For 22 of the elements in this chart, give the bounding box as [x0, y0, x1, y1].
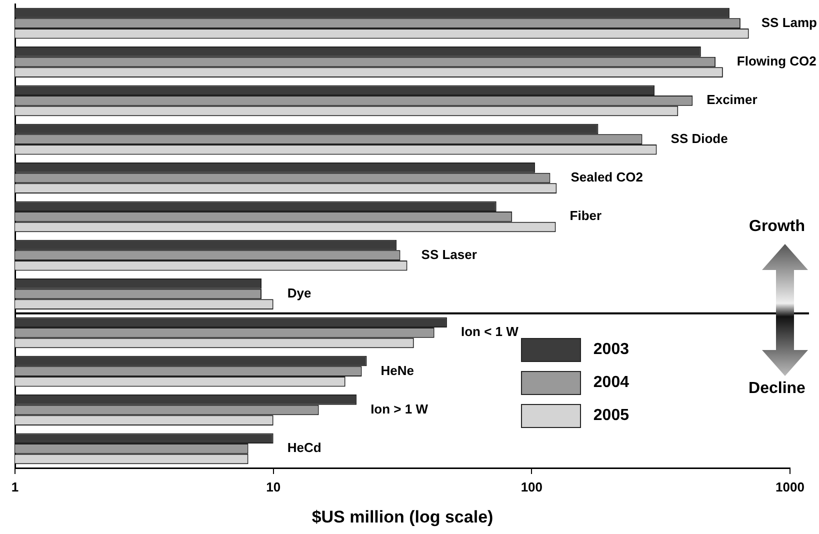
annotation: Growth — [748, 218, 806, 236]
y-tick-label: Sealed CO2 — [570, 170, 643, 185]
y-tick-label: HeNe — [380, 362, 414, 378]
x-tick-label: 100 — [520, 479, 543, 494]
y-tick-label: Fiber — [570, 208, 602, 224]
x-axis-title: $US million (log scale) — [312, 507, 494, 526]
legend-label: 2005 — [593, 407, 629, 425]
y-tick-label: SS Lamp — [761, 14, 818, 30]
y-tick-label: SS Laser — [421, 246, 477, 262]
x-tick-label: 1 — [11, 479, 19, 494]
y-tick-label: Flowing CO2 — [736, 54, 816, 69]
y-tick-label: SS Diode — [670, 130, 728, 146]
y-tick-label: HeCd — [287, 440, 322, 456]
y-tick-label: Dye — [287, 286, 312, 301]
x-tick-label: 1000 — [776, 479, 804, 494]
y-tick-label: Ion > 1 W — [370, 402, 429, 417]
y-tick-label: Ion < 1 W — [460, 324, 520, 340]
legend-label: 2003 — [593, 341, 629, 359]
y-tick-label: Excimer — [706, 92, 758, 108]
x-tick-label: 10 — [266, 479, 281, 494]
legend-label: 2004 — [593, 374, 629, 392]
annotation: Decline — [748, 380, 806, 398]
